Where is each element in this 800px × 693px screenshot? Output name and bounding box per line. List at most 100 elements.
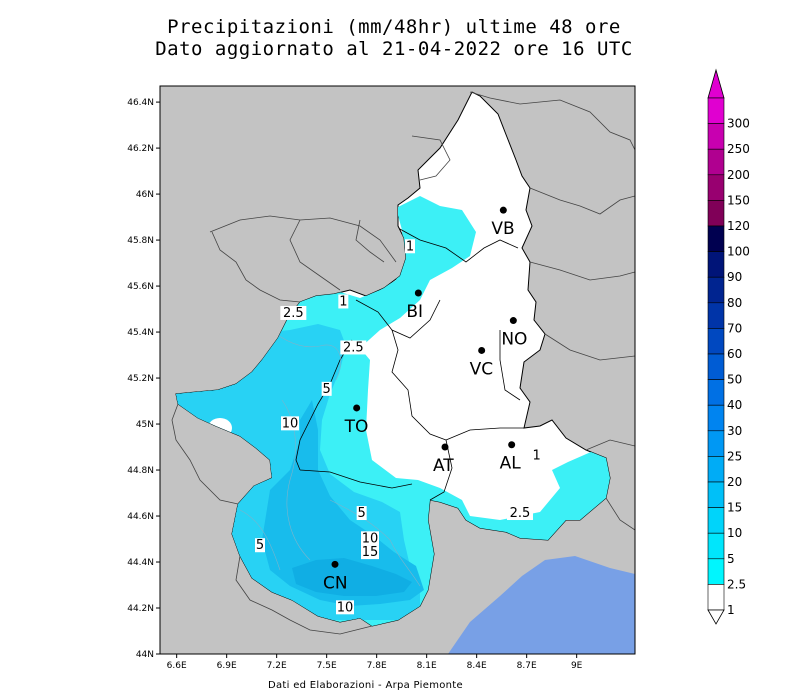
contour-label-bg	[338, 294, 349, 309]
lat-tick-label: 44.8N	[127, 466, 154, 476]
lat-tick-label: 45.2N	[127, 374, 154, 384]
rain-zone-heavy	[262, 400, 424, 606]
legend-label: 20	[727, 475, 742, 489]
city-label: TO	[344, 417, 369, 437]
legend-swatch	[707, 302, 725, 329]
lon-tick-label: 7.5E	[317, 661, 337, 671]
credit-footer: Dati ed Elaborazioni - Arpa Piemonte	[268, 680, 463, 691]
legend-swatch	[707, 507, 725, 534]
legend-swatch	[707, 379, 725, 406]
contour-label: 2.5	[510, 506, 531, 521]
contour-label-bg	[361, 545, 379, 560]
legend-label: 60	[727, 347, 742, 361]
city-label: NO	[501, 330, 527, 350]
legend-arrow-top	[707, 68, 725, 99]
longitude-axis: 6.6E 6.9E 7.2E 7.5E 7.8E 8.1E 8.4E 8.7E 9E	[167, 654, 583, 671]
map-subtitle: Dato aggiornato al 21-04-2022 ore 16 UTC	[155, 38, 633, 60]
legend-swatch	[707, 97, 725, 124]
legend-swatch	[707, 558, 725, 585]
lon-tick-label: 8.4E	[467, 661, 487, 671]
contour-label: 10	[362, 531, 379, 546]
national-borders	[171, 91, 635, 635]
city-dot	[441, 443, 449, 451]
lon-tick-label: 9E	[571, 661, 583, 671]
legend-label: 15	[727, 501, 742, 515]
city-label: AT	[433, 456, 454, 476]
lat-tick-label: 44.2N	[127, 604, 154, 614]
city-dot	[331, 560, 339, 568]
lat-tick-label: 45.4N	[127, 328, 154, 338]
legend-swatch	[707, 225, 725, 252]
lat-tick-label: 44N	[136, 650, 154, 660]
lat-tick-label: 45.6N	[127, 282, 154, 292]
lon-tick-label: 7.2E	[267, 661, 287, 671]
city-label: VB	[491, 219, 514, 239]
contour-label-bg	[340, 340, 367, 355]
contour-label: 2.5	[283, 306, 304, 321]
legend-label: 2.5	[727, 577, 746, 591]
lat-tick-label: 45.8N	[127, 236, 154, 246]
contour-label-bg	[336, 600, 354, 615]
contour-label-bg	[361, 531, 379, 546]
contour-label: 10	[337, 600, 354, 615]
city-dot	[508, 441, 516, 449]
lat-tick-label: 46.4N	[127, 98, 154, 108]
contour-label: 5	[358, 506, 366, 521]
contour-label: 1	[339, 294, 347, 309]
legend-label: 1	[727, 603, 735, 617]
contour-label: 2.5	[343, 340, 364, 355]
city-dot	[478, 346, 486, 354]
legend-label: 300	[727, 117, 750, 131]
city-label: BI	[406, 302, 423, 322]
legend-swatch	[707, 456, 725, 483]
contour-label-bg	[405, 239, 415, 254]
legend-label: 80	[727, 296, 742, 310]
legend-label: 150	[727, 193, 750, 207]
city-dot	[353, 404, 361, 412]
map-title: Precipitazioni (mm/48hr) ultime 48 ore	[167, 16, 621, 38]
lat-tick-label: 46N	[136, 190, 154, 200]
legend-swatch	[707, 353, 725, 380]
lat-tick-label: 44.4N	[127, 558, 154, 568]
latitude-axis: 46.4N 46.2N 46N 45.8N 45.6N 45.4N 45.2N 45N 44.8…	[127, 98, 160, 660]
city-dot	[499, 206, 507, 214]
legend-swatch	[707, 251, 725, 278]
legend-label: 25	[727, 449, 742, 463]
legend-swatch	[707, 276, 725, 304]
map-frame	[159, 85, 636, 655]
legend-swatch	[707, 200, 725, 227]
city-label: VC	[470, 359, 494, 379]
lon-tick-label: 7.8E	[367, 661, 387, 671]
lon-tick-label: 8.1E	[417, 661, 437, 671]
lat-tick-label: 44.6N	[127, 512, 154, 522]
lon-tick-label: 8.7E	[517, 661, 537, 671]
color-legend: 3002502001501201009080706050403025201510…	[707, 68, 750, 625]
contour-label-bg	[281, 416, 299, 431]
legend-swatch	[707, 174, 725, 201]
city-label: CN	[323, 573, 348, 593]
contour-label: 1	[533, 449, 541, 464]
legend-label: 120	[727, 219, 750, 233]
city-markers: VB BI NO VC TO AT AL CN	[323, 206, 527, 593]
legend-label: 200	[727, 168, 750, 182]
contour-label-bg	[507, 506, 533, 521]
legend-swatch	[707, 532, 725, 560]
legend-swatch	[707, 481, 725, 508]
legend-label: 250	[727, 142, 750, 156]
lat-tick-label: 46.2N	[127, 144, 154, 154]
city-dot	[509, 317, 517, 325]
legend-label: 70	[727, 321, 742, 335]
contour-label-bg	[531, 448, 542, 463]
contour-label-bg	[255, 538, 265, 553]
legend-swatch	[707, 328, 725, 355]
legend-swatch	[707, 584, 725, 611]
legend-swatch	[707, 148, 725, 176]
legend-label: 5	[727, 552, 735, 566]
rain-zone-peak	[292, 558, 412, 596]
legend-swatch	[707, 430, 725, 457]
legend-label: 40	[727, 398, 742, 412]
legend-label: 90	[727, 270, 742, 284]
contour-label-bg	[280, 305, 307, 320]
